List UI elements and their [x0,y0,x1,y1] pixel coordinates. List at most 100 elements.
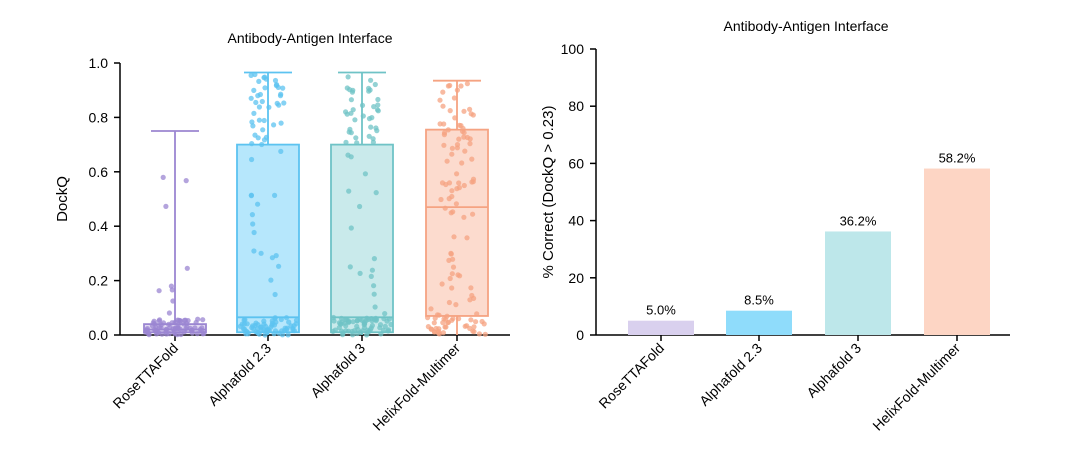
box-data-point [442,205,448,211]
bar [726,310,792,335]
box-data-point [160,174,166,180]
box-data-point [156,288,162,294]
box-data-point [468,111,474,117]
box-data-point [357,203,363,210]
box-data-point [440,89,446,95]
box-data-point [371,283,377,289]
box-data-point [266,104,272,110]
box-data-point [146,332,152,338]
box-data-point [354,140,360,146]
boxplot-y-tick-label: 0.8 [89,109,109,125]
box-data-point [159,331,165,337]
box-data-point [249,156,255,163]
box-data-point [432,315,438,321]
box-data-point [428,306,434,312]
box-data-point [471,329,477,335]
box-data-point [262,85,268,91]
box-data-point [452,115,458,121]
box-data-point [343,328,349,334]
box-data-point [459,160,465,166]
bar [825,231,891,335]
box-data-point [375,96,381,103]
box-data-point [371,104,377,110]
box-data-point [359,317,365,323]
box-data-point [259,141,265,148]
box-data-point [251,229,257,236]
box-data-point [447,275,453,282]
bar-chart: Antibody-Antigen Interface 0 20 40 60 80 100 % … [540,18,1010,434]
box-data-point [386,316,392,322]
bar-x-tick-label: Alphafold 2.3 [696,340,765,409]
box-data-point [456,180,462,186]
box-data-point [163,329,169,335]
box-data-point [481,321,487,327]
box-data-point [280,85,286,91]
box-data-point [252,132,258,138]
box-data-point [250,123,256,129]
box-data-point [282,325,288,331]
box-data-point [461,182,467,189]
box-data-point [160,320,167,326]
box-data-point [156,318,162,324]
boxplot-y-label: DockQ [54,176,71,222]
box-data-point [330,314,337,321]
box-data-point [144,326,150,332]
box-data-point [243,331,249,337]
box-data-point [454,142,461,148]
box-data-point [446,299,452,306]
box-data-point [347,87,353,93]
box-data-point [454,87,460,93]
box-data-point [249,119,255,125]
box-data-point [381,316,387,322]
bar-y-tick-label: 40 [568,213,584,229]
box-data-point [361,322,367,328]
box-data-point [441,121,447,127]
bar-value-label: 8.5% [744,293,774,308]
box-data-point [366,116,373,122]
box-data-point [272,77,279,84]
box-data-point [248,95,254,101]
box-data-point [482,331,488,337]
box-data-point [453,201,459,207]
box-data-point [382,311,388,317]
box-data-point [184,265,190,271]
box-data-point [176,317,182,323]
bar-value-label: 36.2% [840,213,877,228]
box-data-point [272,315,278,321]
box-data-point [431,329,437,335]
box-data-point [283,315,290,321]
box-data-point [357,270,363,276]
box-data-point [290,326,296,333]
box-data-point [441,132,447,138]
box-data-point [456,136,462,142]
box-data-point [360,113,366,119]
box-data-point [259,98,265,105]
boxplot-title: Antibody-Antigen Interface [228,30,393,46]
box-data-point [278,120,284,126]
box-data-point [468,317,474,323]
box-data-point [444,313,450,319]
box-data-point [338,315,344,321]
box-data-point [467,297,473,303]
box-data-point [251,87,257,93]
box-data-point [271,331,277,337]
box-data-point [476,331,482,337]
box-data-point [449,151,455,157]
box-data-point [241,317,247,323]
box-data-point [250,221,256,227]
box-data-point [445,83,451,89]
boxplot-y-tick-label: 0.2 [89,273,109,289]
box-data-point [170,298,176,304]
box-data-point [372,81,378,88]
box-data-point [276,102,282,108]
box-data-point [256,117,262,123]
box-data-point [336,320,342,326]
box-data-point [464,235,470,241]
box-data-point [453,302,459,308]
box-data-point [369,267,375,273]
box-data-point [340,332,346,338]
box-2: Alphafold 2.3 [205,71,300,409]
bar-x-tick-label: HelixFold-Multimer [869,340,963,434]
box-data-point [436,326,442,332]
boxplot-x-tick-label: Alphafold 3 [307,340,368,401]
